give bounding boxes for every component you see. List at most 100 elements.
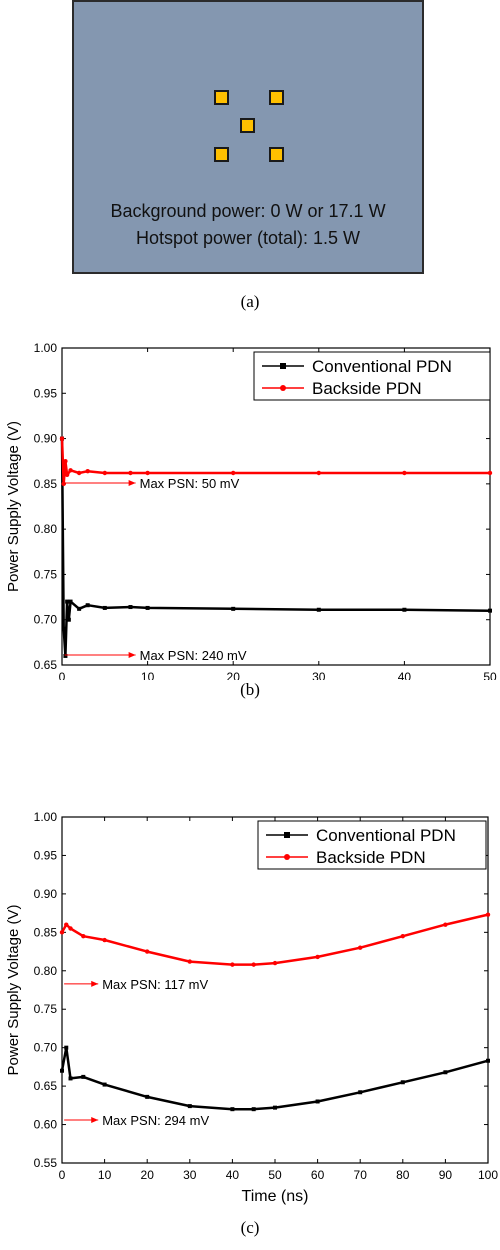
data-point [315, 954, 320, 960]
y-tick-label: 0.90 [34, 432, 58, 446]
data-point [272, 960, 278, 966]
y-tick-label: 1.00 [34, 341, 58, 355]
y-tick-label: 0.80 [34, 522, 58, 536]
y-tick-label: 1.00 [34, 810, 58, 824]
data-point [358, 945, 363, 950]
hotspot-power-label: Hotspot power (total): 1.5 W [135, 228, 361, 248]
chart-b: 0.65 0.70 0.75 0.80 0.85 0.90 0.95 1.00 0 10 20 30 4… [5, 341, 497, 680]
hotspot-square [214, 147, 229, 162]
data-point [187, 959, 192, 964]
y-tick-label: 0.70 [34, 613, 58, 627]
data-point [230, 962, 235, 967]
series-line-backside-pdn [60, 438, 490, 486]
data-point [66, 617, 71, 622]
caption-a: (a) [240, 292, 260, 311]
series-line-backside-pdn [60, 913, 489, 966]
data-point [251, 1107, 256, 1112]
y-axis-label: Power Supply Voltage (V) [5, 905, 22, 1076]
data-point [60, 1068, 64, 1073]
chart-c: 0.55 0.60 0.65 0.70 0.75 0.80 0.85 0.90 0.95 1.00… [5, 810, 498, 1205]
data-point [63, 459, 68, 464]
data-point [85, 468, 90, 474]
y-tick-label: 0.95 [34, 848, 58, 862]
legend-label: Conventional PDN [312, 357, 452, 376]
background-power-label: Background power: 0 W or 17.1 W [110, 201, 386, 221]
data-point [145, 470, 150, 476]
data-point [145, 605, 150, 610]
data-point [102, 1082, 107, 1087]
y-tick-label: 0.70 [34, 1041, 58, 1055]
data-point [273, 1105, 277, 1110]
data-point [400, 933, 405, 939]
data-point [65, 599, 70, 604]
annotation-arrowhead [128, 652, 136, 659]
legend-box [257, 820, 487, 870]
data-point [316, 470, 321, 476]
legend-marker [284, 832, 290, 838]
data-point [61, 481, 66, 487]
x-tick-label: 90 [439, 1168, 453, 1182]
data-point [145, 1094, 150, 1099]
legend-box [253, 351, 491, 401]
y-tick-label: 0.95 [34, 386, 58, 400]
data-point [102, 470, 108, 476]
caption-c: (c) [240, 1218, 260, 1237]
annotation-label: Max PSN: 117 mV [102, 977, 208, 992]
annotation-label: Max PSN: 240 mV [140, 648, 247, 663]
x-tick-label: 50 [268, 1168, 282, 1182]
x-tick-label: 70 [354, 1168, 368, 1182]
annotation-arrowhead [91, 980, 99, 987]
data-point [81, 933, 86, 939]
data-point [76, 470, 82, 476]
legend-label: Conventional PDN [316, 826, 456, 845]
data-point [443, 922, 448, 927]
data-point [68, 468, 73, 473]
legend-marker [280, 385, 286, 391]
hotspot-square [214, 90, 229, 105]
y-tick-label: 0.75 [34, 1002, 58, 1016]
caption-b: (b) [240, 680, 260, 699]
legend-marker [280, 363, 286, 369]
data-point [400, 1080, 405, 1085]
chip-diagram: Background power: 0 W or 17.1 W Hotspot … [72, 0, 424, 274]
data-point [145, 949, 150, 954]
data-point [402, 607, 407, 612]
y-tick-label: 0.90 [34, 887, 58, 901]
data-point [230, 1107, 235, 1112]
data-point [358, 1090, 363, 1095]
y-axis-label: Power Supply Voltage (V) [5, 421, 22, 592]
hotspot-square [269, 147, 284, 162]
y-tick-label: 0.60 [34, 1118, 58, 1132]
data-point [59, 930, 65, 935]
data-point [64, 922, 69, 927]
data-point [316, 607, 321, 612]
data-point [128, 470, 133, 476]
x-tick-label: 100 [478, 1168, 498, 1182]
data-point [231, 606, 236, 611]
hotspot-square [269, 90, 284, 105]
x-tick-label: 40 [398, 670, 412, 680]
y-tick-label: 0.80 [34, 964, 58, 978]
y-tick-label: 0.85 [34, 925, 58, 939]
x-tick-label: 20 [227, 670, 241, 680]
legend-label: Backside PDN [312, 379, 422, 398]
x-tick-label: 30 [183, 1168, 197, 1182]
data-point [61, 626, 66, 631]
data-point [59, 436, 65, 441]
data-point [231, 470, 236, 476]
x-tick-label: 10 [141, 670, 155, 680]
data-point [102, 605, 107, 610]
data-point [488, 608, 492, 613]
data-point [68, 599, 73, 604]
annotation-arrowhead [91, 1116, 99, 1123]
legend-label: Backside PDN [316, 848, 426, 867]
legend-marker [284, 854, 290, 860]
data-point [402, 470, 407, 476]
data-point [487, 470, 493, 476]
data-point [63, 653, 68, 658]
x-tick-label: 0 [59, 1168, 66, 1182]
data-point [128, 605, 133, 610]
data-point [485, 912, 491, 917]
data-point [251, 962, 256, 967]
data-point [187, 1104, 192, 1109]
